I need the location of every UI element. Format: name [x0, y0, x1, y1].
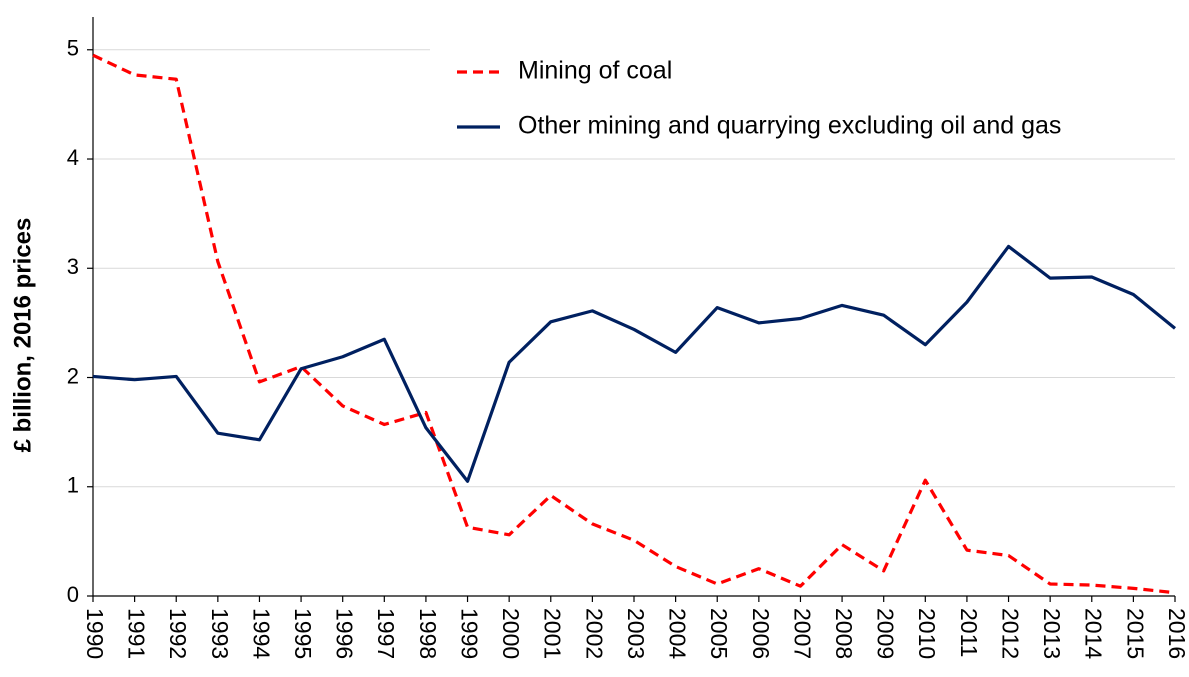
- x-tick-label: 2010: [914, 608, 940, 659]
- x-tick-label: 2006: [748, 608, 774, 659]
- x-tick-label: 1999: [456, 608, 482, 659]
- x-tick-label: 2012: [997, 608, 1023, 659]
- x-tick-label: 2014: [1081, 608, 1107, 659]
- x-tick-label: 2015: [1122, 608, 1148, 659]
- x-tick-label: 1990: [82, 608, 108, 659]
- x-tick-label: 2011: [956, 608, 982, 657]
- legend-box: [430, 30, 1180, 158]
- line-series: [92, 244, 1177, 483]
- y-tick-label: 1: [67, 473, 79, 498]
- x-tick-label: 1998: [415, 608, 441, 659]
- x-tick-label: 2000: [498, 608, 524, 659]
- y-tick-label: 3: [67, 254, 79, 279]
- y-tick-label: 0: [67, 582, 79, 607]
- x-tick-label: 1995: [290, 608, 316, 659]
- x-tick-label: 2005: [706, 608, 732, 659]
- x-tick-label: 1994: [248, 608, 274, 659]
- y-axis-label: £ billion, 2016 prices: [9, 218, 36, 453]
- legend-label: Mining of coal: [518, 57, 672, 85]
- x-tick-label: 2004: [665, 608, 691, 659]
- x-tick-label: 2007: [789, 608, 815, 659]
- x-tick-label: 2001: [540, 608, 566, 659]
- y-tick-label: 2: [67, 363, 79, 388]
- line-series: [92, 53, 1176, 595]
- x-tick-label: 1992: [165, 608, 191, 659]
- x-tick-label: 2009: [873, 608, 899, 659]
- x-tick-label: 1991: [124, 608, 150, 659]
- x-tick-label: 1993: [207, 608, 233, 659]
- x-tick-label: 2013: [1039, 608, 1065, 659]
- y-tick-label: 4: [67, 145, 79, 170]
- y-tick-label: 5: [67, 36, 79, 61]
- legend-label: Other mining and quarrying excluding oil…: [518, 112, 1061, 140]
- x-tick-label: 1997: [373, 608, 399, 659]
- x-tick-label: 2008: [831, 608, 857, 659]
- x-tick-label: 2003: [623, 608, 649, 659]
- x-tick-label: 1996: [332, 608, 358, 659]
- x-tick-label: 2016: [1164, 608, 1189, 659]
- x-tick-label: 2002: [581, 608, 607, 659]
